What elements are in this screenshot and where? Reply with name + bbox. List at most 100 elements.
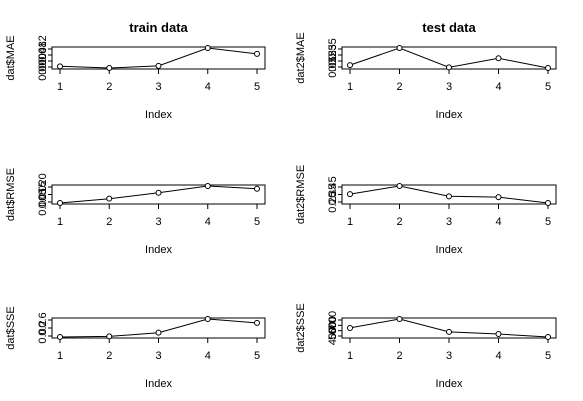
x-tick-label: 2 <box>396 81 402 93</box>
y-axis-label: dat$MAE <box>5 35 17 80</box>
x-axis-label: Index <box>436 244 463 256</box>
data-point <box>155 329 162 336</box>
y-tick-label: 0.005 <box>37 188 49 216</box>
x-tick-label: 2 <box>396 350 402 362</box>
y-axis-label: dat2$SSE <box>295 303 307 353</box>
x-tick-label: 4 <box>495 350 501 362</box>
data-point <box>446 64 452 71</box>
chart-panel-4: 1 2 3 4 5 Index 0.250.350.45 dat2$RMSE <box>295 165 557 256</box>
chart-title: test data <box>422 20 476 35</box>
y-tick-label: 500 <box>327 321 339 339</box>
data-point <box>396 45 403 51</box>
data-point <box>495 194 502 201</box>
y-tick-label: 0.35 <box>327 38 339 59</box>
x-tick-label: 4 <box>205 350 211 362</box>
data-point <box>495 330 502 337</box>
data-point <box>396 183 403 189</box>
x-tick-label: 5 <box>545 216 551 228</box>
y-tick-label: 0.004 <box>37 47 49 75</box>
data-point <box>254 50 260 57</box>
x-tick-label: 4 <box>205 81 211 93</box>
y-tick-label: 600 <box>327 316 339 334</box>
chart-panel-1: train data 1 2 3 4 5 Index 0.0000.0040.0080.012… <box>5 20 266 121</box>
x-tick-label: 1 <box>57 350 63 362</box>
data-point <box>446 193 452 200</box>
chart-panel-2: test data 1 2 3 4 5 Index 0.050.150.250.35 dat2$… <box>295 20 557 121</box>
y-tick-label: 0.15 <box>327 50 339 71</box>
y-tick-label: 0.35 <box>327 184 339 205</box>
data-point <box>155 189 162 196</box>
data-point <box>106 65 113 71</box>
x-tick-label: 3 <box>155 350 161 362</box>
x-tick-label: 5 <box>254 216 260 228</box>
x-tick-label: 1 <box>347 81 353 93</box>
data-point <box>204 45 211 51</box>
x-tick-label: 1 <box>57 216 63 228</box>
x-tick-label: 5 <box>254 350 260 362</box>
x-tick-label: 4 <box>495 81 501 93</box>
y-tick-label: 0.020 <box>37 173 49 201</box>
x-tick-label: 5 <box>545 81 551 93</box>
data-point <box>106 333 113 340</box>
chart-title: train data <box>129 20 188 35</box>
y-axis-label: dat2$RMSE <box>295 165 307 224</box>
y-tick-label: 0.012 <box>37 35 49 63</box>
x-tick-label: 3 <box>155 216 161 228</box>
data-point <box>106 195 113 202</box>
y-tick-label: 0.25 <box>327 191 339 212</box>
y-tick-label: 0.45 <box>327 176 339 197</box>
y-tick-label: 700 <box>327 311 339 329</box>
data-point <box>57 200 63 206</box>
x-axis-label: Index <box>436 378 463 390</box>
x-tick-label: 2 <box>106 81 112 93</box>
x-tick-label: 5 <box>254 81 260 93</box>
y-tick-label: 0.0 <box>37 328 49 343</box>
x-tick-label: 3 <box>446 81 452 93</box>
data-point <box>347 62 353 69</box>
data-point <box>347 324 353 331</box>
x-tick-label: 1 <box>57 81 63 93</box>
x-axis-label: Index <box>145 109 172 121</box>
x-tick-label: 3 <box>155 81 161 93</box>
y-tick-label: 0.000 <box>37 53 49 81</box>
chart-panel-5: 1 2 3 4 5 Index 0.00.20.6 dat$SSE <box>5 306 266 390</box>
x-axis-label: Index <box>436 109 463 121</box>
plot-frame <box>341 317 557 339</box>
x-tick-label: 1 <box>347 350 353 362</box>
data-point <box>545 200 551 206</box>
x-tick-label: 2 <box>396 216 402 228</box>
y-axis-label: dat$RMSE <box>5 168 17 221</box>
data-point <box>254 319 260 326</box>
y-tick-label: 400 <box>327 327 339 345</box>
data-point <box>545 65 551 71</box>
x-tick-label: 5 <box>545 350 551 362</box>
x-axis-label: Index <box>145 244 172 256</box>
data-point <box>396 316 403 322</box>
data-point <box>545 334 551 340</box>
data-point <box>155 62 162 69</box>
data-point <box>204 183 211 189</box>
y-axis-label: dat$SSE <box>5 306 17 349</box>
data-point <box>347 191 353 198</box>
y-tick-label: 0.2 <box>37 320 49 335</box>
y-tick-label: 0.6 <box>37 312 49 327</box>
data-point <box>254 185 260 192</box>
y-tick-label: 0.008 <box>37 41 49 69</box>
data-point <box>495 55 502 62</box>
data-point <box>57 63 63 70</box>
y-tick-label: 0.25 <box>327 44 339 65</box>
x-tick-label: 3 <box>446 350 452 362</box>
data-point <box>446 328 452 335</box>
y-axis-label: dat2$MAE <box>295 32 307 83</box>
x-axis-label: Index <box>145 378 172 390</box>
y-tick-label: 0.015 <box>37 181 49 209</box>
x-tick-label: 4 <box>495 216 501 228</box>
x-tick-label: 2 <box>106 216 112 228</box>
y-tick-label: 0.05 <box>327 56 339 77</box>
data-point <box>204 316 211 322</box>
x-tick-label: 2 <box>106 350 112 362</box>
x-tick-label: 3 <box>446 216 452 228</box>
